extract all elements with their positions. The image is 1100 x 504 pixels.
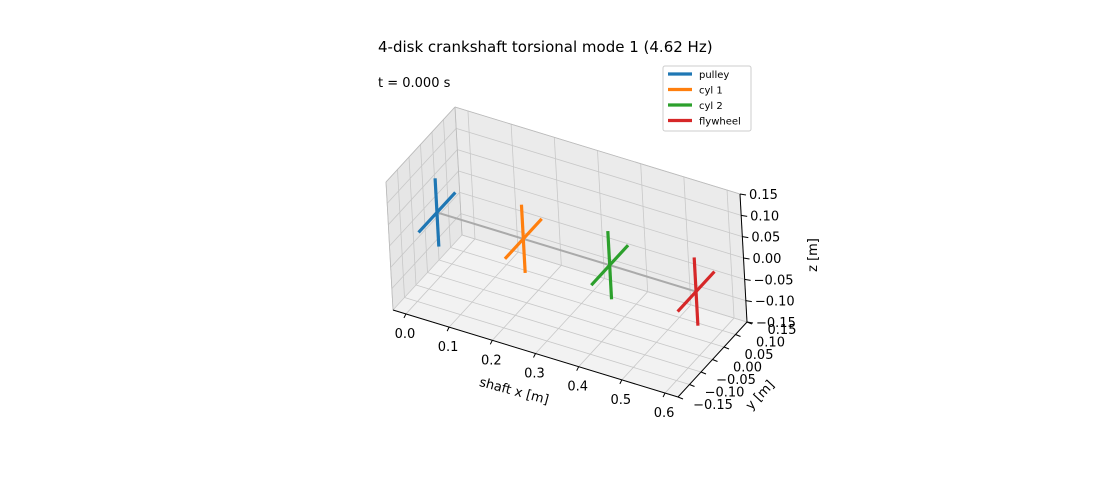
grid-y-floor-1	[404, 297, 690, 385]
legend-label-0: pulley	[699, 70, 729, 81]
grid-z-side-2	[390, 192, 460, 268]
z-tick-label-5: 0.10	[750, 209, 779, 224]
grid-z-side-3	[389, 170, 459, 247]
grid-z-side-5	[386, 128, 457, 204]
y-tick-mark-3	[712, 359, 718, 362]
x-tick-label-4: 0.4	[567, 380, 588, 395]
x-tick-mark-3	[533, 353, 536, 358]
y-tick-label-3: 0.00	[733, 361, 762, 376]
x-tick-mark-4	[576, 366, 580, 371]
z-tick-label-2: −0.05	[754, 273, 794, 288]
grid-z-back-0	[461, 234, 748, 323]
y-tick-mark-1	[689, 384, 695, 387]
shaft-line	[435, 211, 698, 293]
grid-y-floor-3	[427, 272, 713, 360]
y-tick-mark-4	[723, 346, 730, 350]
x-tick-label-3: 0.3	[524, 367, 545, 382]
grid-z-side-4	[388, 149, 458, 225]
legend-label-3: flywheel	[699, 117, 741, 128]
legend-label-1: cyl 1	[699, 86, 723, 97]
y-tick-label-4: 0.05	[745, 348, 774, 363]
legend-entries: pulley cyl 1 cyl 2 flywheel	[668, 70, 741, 128]
y-tick-mark-0	[677, 396, 684, 400]
y-tick-mark-2	[700, 371, 707, 375]
z-tick-mark-0	[746, 321, 754, 324]
y-tick-label-1: −0.10	[705, 386, 745, 401]
pane-edge-top-back	[454, 106, 741, 195]
disk-0-z-spoke	[433, 178, 441, 247]
x-tick-label-1: 0.1	[438, 340, 459, 355]
x-tick-mark-5	[619, 379, 623, 385]
z-tick-label-3: 0.00	[753, 252, 782, 267]
pane-edge-top-side	[385, 106, 456, 183]
x-tick-mark-0	[403, 313, 407, 319]
z-tick-label-0: −0.15	[756, 316, 796, 331]
time-annotation: t = 0.000 s	[378, 76, 451, 91]
disk-2-z-spoke	[606, 230, 614, 300]
x-tick-label-5: 0.5	[611, 393, 632, 408]
z-tick-mark-6	[739, 193, 747, 196]
grid-y-floor-4	[438, 259, 725, 348]
plot-area	[417, 178, 716, 326]
grid-z-back-3	[458, 170, 744, 259]
legend: pulley cyl 1 cyl 2 flywheel	[662, 65, 752, 132]
z-tick-label-1: −0.10	[755, 295, 795, 310]
chart-title: 4-disk crankshaft torsional mode 1 (4.62…	[378, 38, 713, 56]
x-tick-label-6: 0.6	[654, 406, 675, 421]
disk-1-z-spoke	[519, 204, 527, 274]
pane-edge-front-side	[385, 181, 394, 311]
y-tick-label-0: −0.15	[693, 398, 733, 413]
y-tick-mark-5	[735, 334, 741, 337]
y-tick-label-6: 0.15	[768, 323, 797, 338]
pane-edge-corner	[454, 106, 463, 236]
grid-z-back-4	[457, 149, 743, 238]
legend-label-2: cyl 2	[699, 101, 723, 112]
z-axis-label: z [m]	[806, 238, 821, 272]
z-tick-label-4: 0.05	[751, 231, 780, 246]
z-tick-mark-3	[743, 257, 750, 260]
y-tick-label-5: 0.10	[756, 336, 785, 351]
grid-y-floor-2	[415, 284, 702, 373]
grid-z-side-1	[391, 213, 462, 289]
grid-z-back-2	[459, 191, 745, 280]
grid-z-back-5	[456, 127, 742, 216]
grid-z-side-0	[392, 234, 463, 311]
y-tick-label-2: −0.05	[716, 373, 756, 388]
z-tick-label-6: 0.15	[749, 188, 778, 203]
x-tick-mark-2	[489, 340, 493, 345]
axis-ticks: 0.00.10.20.30.40.50.6−0.15−0.10−0.050.00…	[395, 188, 797, 421]
x-tick-mark-6	[662, 392, 666, 398]
grid-z-back-1	[460, 213, 746, 302]
z-tick-mark-2	[744, 278, 751, 281]
x-tick-label-0: 0.0	[395, 327, 416, 342]
grid-y-floor-5	[450, 247, 736, 335]
legend-frame	[662, 65, 752, 132]
disk-3-z-spoke	[692, 257, 700, 326]
x-tick-label-2: 0.2	[481, 353, 502, 368]
z-tick-mark-4	[742, 236, 749, 239]
z-tick-mark-5	[741, 214, 748, 217]
z-tick-mark-1	[745, 300, 752, 303]
x-tick-mark-1	[446, 326, 450, 332]
